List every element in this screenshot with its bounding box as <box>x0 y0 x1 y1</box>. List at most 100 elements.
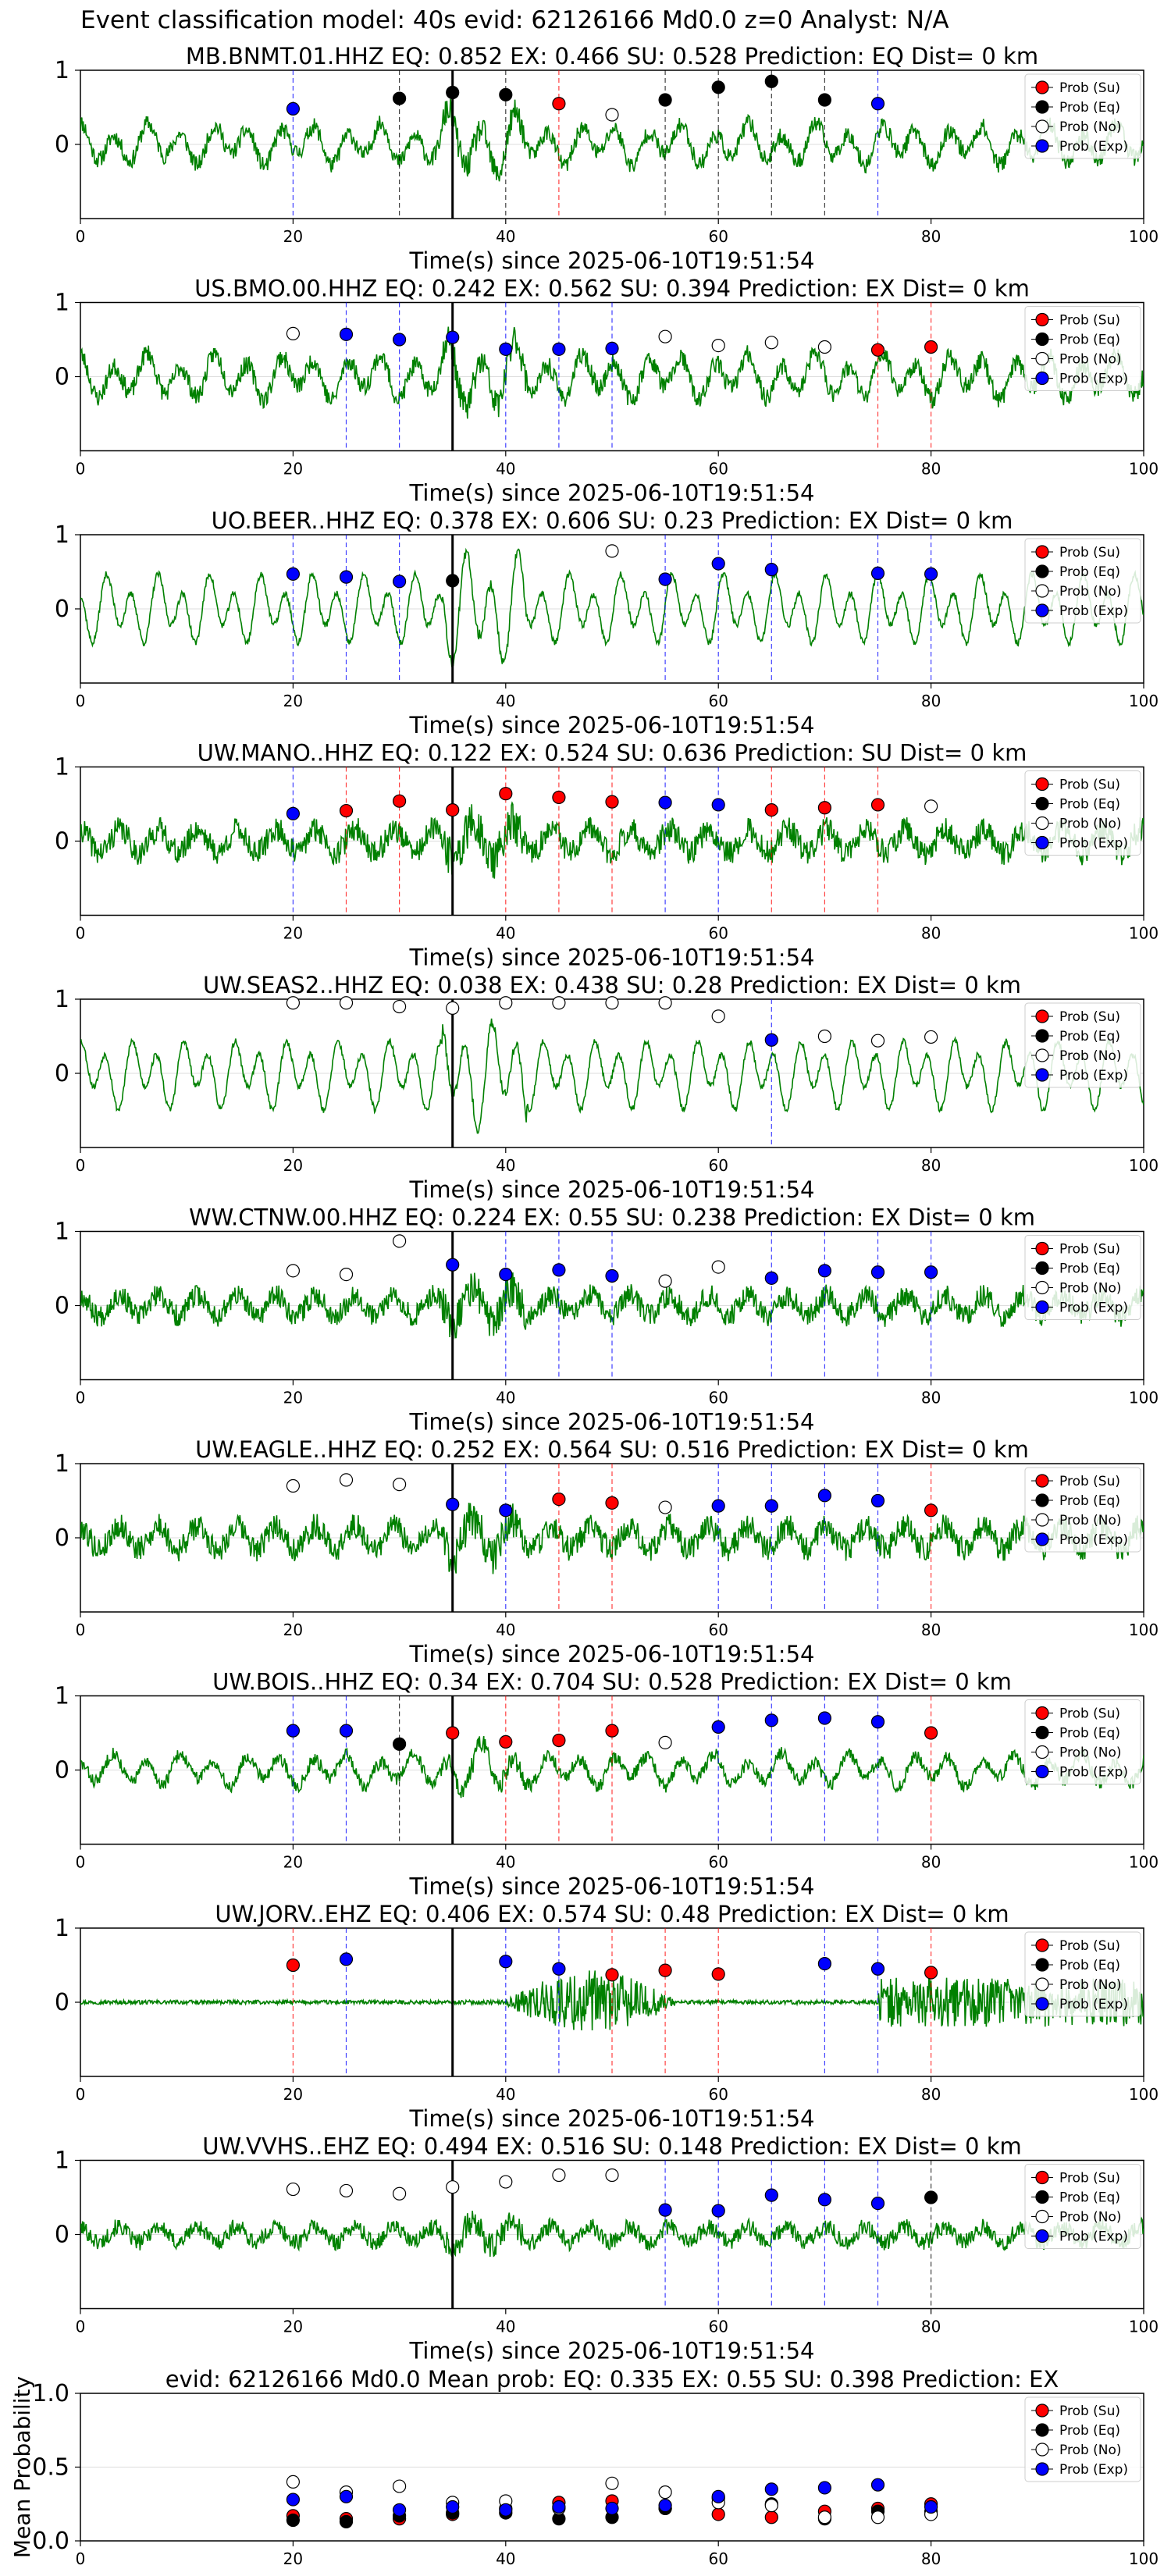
legend-label-no: Prob (No) <box>1059 1977 1122 1993</box>
waveform-group <box>80 1928 1144 2076</box>
x-tick-label: 60 <box>708 227 728 246</box>
x-tick-label: 40 <box>496 1389 515 1407</box>
x-tick-label: 60 <box>708 692 728 710</box>
legend-label-no: Prob (No) <box>1059 1745 1122 1761</box>
prob-point-eq <box>817 93 832 107</box>
panel-title: UO.BEER..HHZ EQ: 0.378 EX: 0.606 SU: 0.2… <box>212 507 1013 534</box>
x-tick-label: 40 <box>496 460 515 479</box>
x-tick-label: 0 <box>76 1156 86 1175</box>
legend-label-su: Prob (Su) <box>1059 1938 1120 1954</box>
prob-point-exp <box>764 563 778 577</box>
y-tick-label: 0 <box>55 1989 69 2016</box>
prob-point-exp <box>339 570 354 584</box>
prob-point-no <box>870 1034 885 1048</box>
legend-label-eq: Prob (Eq) <box>1059 1726 1120 1742</box>
x-tick-label: 60 <box>708 1156 728 1175</box>
prob-point-exp <box>764 1033 778 1047</box>
legend-label-eq: Prob (Eq) <box>1059 1029 1120 1044</box>
legend-marker-su <box>1035 545 1049 559</box>
panel-title: UW.BOIS..HHZ EQ: 0.34 EX: 0.704 SU: 0.52… <box>212 1669 1012 1695</box>
mean-point-exp <box>499 2503 513 2517</box>
legend-marker-no <box>1035 1280 1049 1295</box>
x-tick-label: 80 <box>921 2318 941 2336</box>
prob-point-exp <box>552 342 566 356</box>
legend-box <box>1024 1467 1141 1553</box>
y-tick-label: 1 <box>55 521 69 549</box>
mean-point-no <box>658 2485 672 2500</box>
x-tick-label: 40 <box>496 692 515 710</box>
prob-point-exp <box>339 327 354 341</box>
mean-point-exp <box>393 2503 407 2517</box>
legend-box <box>1024 1931 1141 2017</box>
legend-label-exp: Prob (Exp) <box>1059 1765 1128 1781</box>
prob-point-eq <box>764 74 778 88</box>
prob-point-su <box>286 1958 300 1973</box>
y-tick-label: 1 <box>55 290 69 317</box>
prob-point-no <box>711 339 725 353</box>
legend-label-no: Prob (No) <box>1059 1281 1122 1297</box>
prob-point-exp <box>393 575 407 589</box>
prob-point-exp <box>393 333 407 347</box>
y-tick-label: 1 <box>55 1219 69 1246</box>
legend-box <box>1024 1235 1141 1320</box>
legend-label-exp: Prob (Exp) <box>1059 1068 1128 1083</box>
station-panel: UW.MANO..HHZ EQ: 0.122 EX: 0.524 SU: 0.6… <box>55 740 1159 971</box>
prob-point-exp <box>764 1499 778 1513</box>
mean-point-no <box>393 2479 407 2493</box>
prob-point-exp <box>552 1263 566 1277</box>
prob-point-exp <box>817 1711 832 1725</box>
x-tick-label: 40 <box>496 1853 515 1872</box>
legend-marker-no <box>1035 1048 1049 1062</box>
prob-point-no <box>817 340 832 354</box>
legend: Prob (Su) Prob (Eq) Prob (No) Prob (Exp) <box>1024 1235 1141 1320</box>
legend-marker-su <box>1035 2403 1049 2418</box>
legend-label-su: Prob (Su) <box>1059 1009 1120 1025</box>
legend-box <box>1024 538 1141 624</box>
prob-point-exp <box>870 1265 885 1279</box>
x-tick-label: 80 <box>921 1389 941 1407</box>
x-tick-label: 0 <box>76 2318 86 2336</box>
waveform-group <box>80 999 1144 1147</box>
figure-title: Event classification model: 40s evid: 62… <box>80 6 949 34</box>
x-tick-label: 0 <box>76 1621 86 1639</box>
prob-point-exp <box>499 342 513 356</box>
prob-point-exp <box>658 572 672 586</box>
legend-label-su: Prob (Su) <box>1059 2403 1120 2419</box>
legend-marker-su <box>1035 1706 1049 1720</box>
mean-point-su <box>764 2510 778 2524</box>
prob-point-su <box>552 1733 566 1748</box>
prob-point-exp <box>870 1715 885 1729</box>
prob-point-exp <box>339 1952 354 1966</box>
x-tick-label: 40 <box>496 2085 515 2104</box>
prob-point-no <box>339 1267 354 1282</box>
x-tick-label: 100 <box>1129 227 1159 246</box>
waveform-trace <box>80 801 1144 879</box>
prob-point-exp <box>499 1267 513 1282</box>
prob-point-no <box>552 2168 566 2183</box>
legend-marker-exp <box>1035 835 1049 850</box>
prob-point-exp <box>764 1713 778 1727</box>
prob-point-su <box>924 1966 938 1980</box>
mean-point-no <box>870 2510 885 2524</box>
legend-marker-exp <box>1035 1300 1049 1315</box>
legend: Prob (Su) Prob (Eq) Prob (No) Prob (Exp) <box>1024 1467 1141 1553</box>
prob-point-su <box>446 802 460 817</box>
y-tick-label: 1 <box>55 2147 69 2175</box>
legend-marker-no <box>1035 2443 1049 2457</box>
prob-point-no <box>924 1030 938 1044</box>
mean-point-exp <box>552 2500 566 2514</box>
station-panel: UW.VVHS..EHZ EQ: 0.494 EX: 0.516 SU: 0.1… <box>55 2133 1159 2364</box>
legend-marker-su <box>1035 1241 1049 1256</box>
x-tick-label: 40 <box>496 924 515 943</box>
legend-label-eq: Prob (Eq) <box>1059 333 1120 348</box>
legend-marker-eq <box>1035 1958 1049 1972</box>
mean-point-no <box>764 2499 778 2513</box>
y-tick-label: 0 <box>55 1060 69 1087</box>
x-tick-label: 80 <box>921 692 941 710</box>
legend-marker-eq <box>1035 1493 1049 1507</box>
panel-title: UW.SEAS2..HHZ EQ: 0.038 EX: 0.438 SU: 0.… <box>203 972 1021 998</box>
prob-point-no <box>499 996 513 1010</box>
legend-marker-no <box>1035 351 1049 366</box>
waveform-group <box>80 535 1144 683</box>
